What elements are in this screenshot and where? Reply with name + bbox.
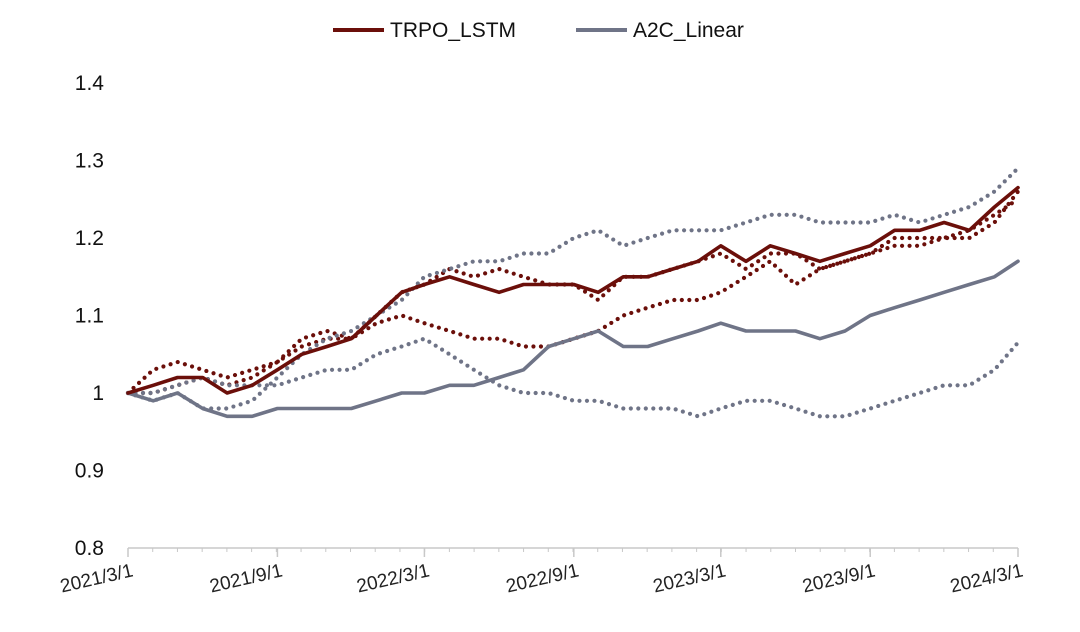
x-tick-label: 2022/3/1 bbox=[355, 560, 432, 597]
x-tick-label: 2023/3/1 bbox=[651, 560, 728, 597]
x-tick-label: 2023/9/1 bbox=[801, 560, 878, 597]
y-axis-ticks: 0.8 0.9 1 1.1 1.2 1.3 1.4 bbox=[75, 72, 105, 560]
x-tick-label: 2022/9/1 bbox=[504, 560, 581, 597]
legend: TRPO_LSTM A2C_Linear bbox=[333, 19, 744, 42]
y-tick-label: 1.4 bbox=[75, 72, 105, 95]
y-tick-label: 1 bbox=[92, 382, 104, 405]
legend-label-a2c-linear: A2C_Linear bbox=[633, 19, 744, 42]
x-axis: 2021/3/1 2021/9/1 2022/3/1 2022/9/1 2023/3/1… bbox=[58, 547, 1025, 598]
series-layer bbox=[125, 166, 1021, 419]
series-line-trpo-lstm bbox=[126, 185, 1020, 395]
series-line-dotted-4 bbox=[125, 166, 1021, 411]
legend-label-trpo-lstm: TRPO_LSTM bbox=[390, 19, 516, 42]
series-line-dotted-5 bbox=[125, 336, 1021, 419]
y-tick-label: 0.8 bbox=[75, 537, 104, 560]
y-tick-label: 1.2 bbox=[75, 227, 104, 250]
y-tick-label: 1.1 bbox=[75, 305, 104, 328]
x-tick-label: 2021/3/1 bbox=[58, 560, 135, 597]
series-line-dotted-2 bbox=[125, 197, 1021, 396]
x-tick-label: 2024/3/1 bbox=[948, 560, 1025, 597]
series-line-dotted-3 bbox=[125, 189, 1021, 396]
series-line-a2c-linear bbox=[126, 259, 1020, 419]
x-tick-label: 2021/9/1 bbox=[208, 560, 285, 597]
y-tick-label: 1.3 bbox=[75, 150, 104, 173]
y-tick-label: 0.9 bbox=[75, 460, 104, 483]
